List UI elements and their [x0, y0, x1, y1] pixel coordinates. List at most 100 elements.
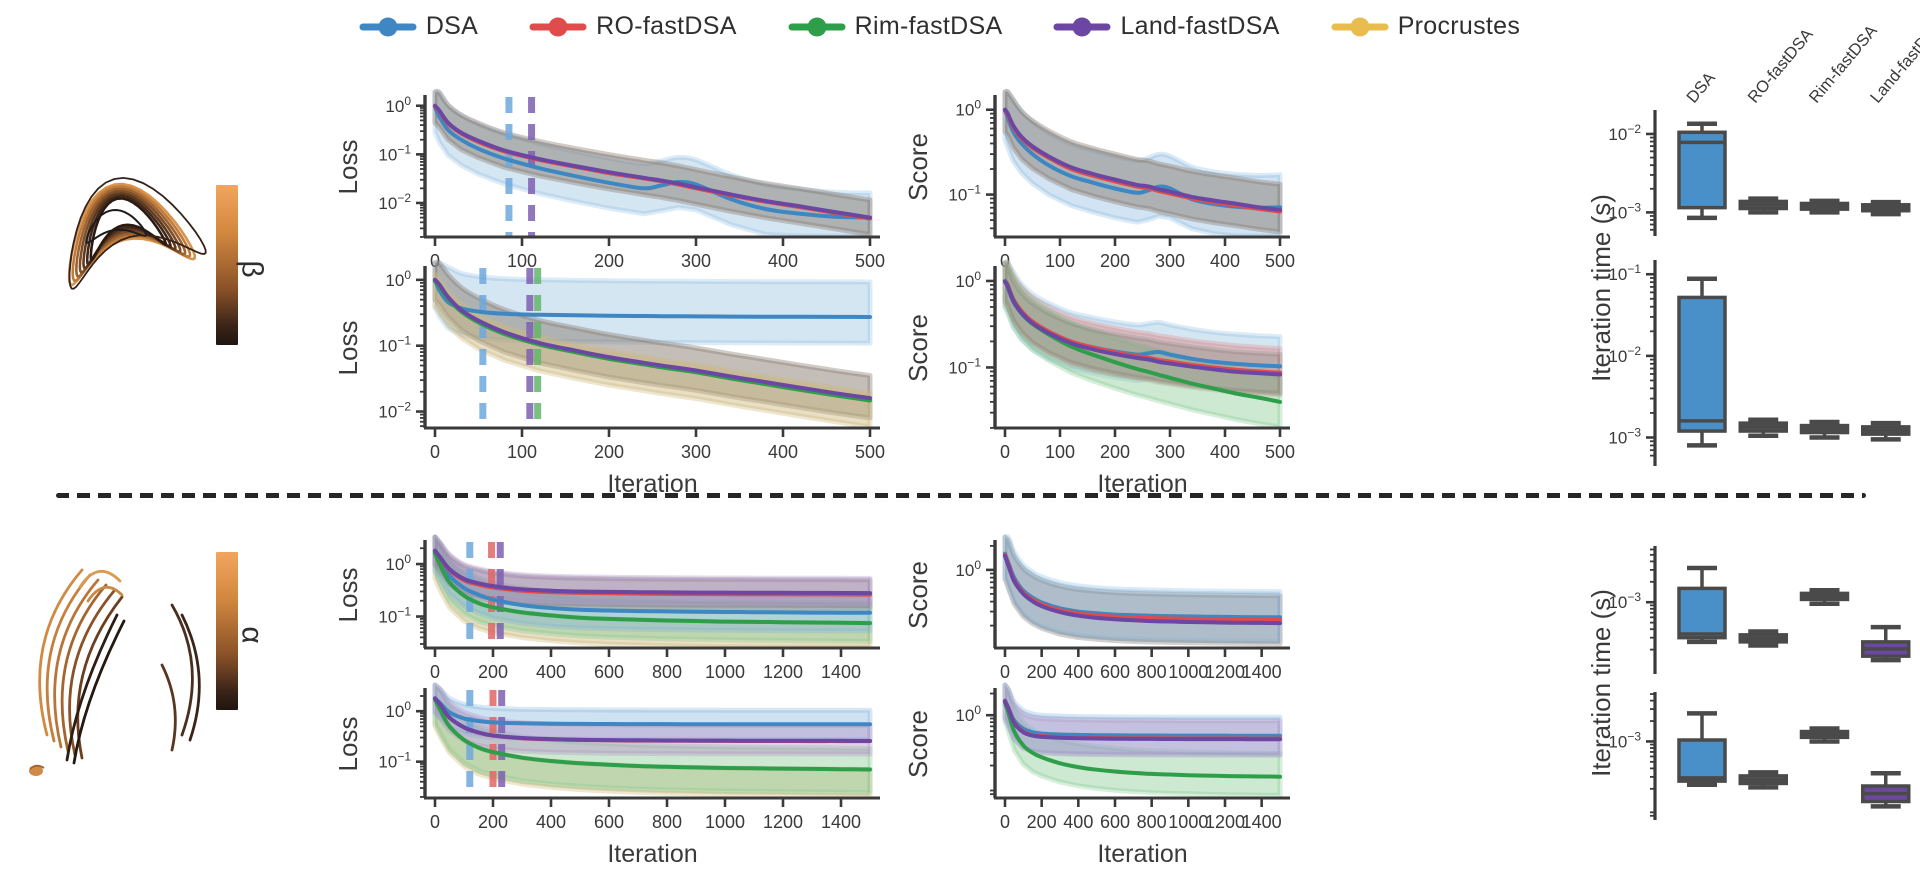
svg-text:500: 500: [855, 442, 885, 462]
legend-label: RO-fastDSA: [596, 12, 737, 40]
legend-label: DSA: [425, 12, 479, 40]
legend-item-procrustes: Procrustes: [1331, 12, 1521, 41]
plot-r2loss: 100 10−1 10−2 0 100 200 300 400 500 Iteration Loss: [333, 259, 885, 498]
alpha-attractor-plot: [29, 568, 201, 776]
legend: DSA RO-fastDSA Rim-fastDSA Land-fastDSA Proc…: [280, 12, 1600, 41]
beta-attractor-plot: [67, 176, 207, 290]
boxplot-b4: 10−3: [1608, 692, 1911, 820]
svg-text:400: 400: [536, 662, 566, 682]
boxplot-b2: 10−1 10−2 10−3: [1608, 260, 1911, 466]
svg-text:1000: 1000: [1168, 812, 1208, 832]
svg-text:0: 0: [430, 662, 440, 682]
legend-marker-icon: [529, 17, 587, 36]
svg-text:1400: 1400: [821, 662, 861, 682]
svg-text:10−3: 10−3: [1608, 426, 1641, 448]
legend-marker-icon: [359, 17, 417, 36]
svg-text:Iteration: Iteration: [607, 840, 697, 868]
svg-text:1200: 1200: [763, 662, 803, 682]
svg-text:200: 200: [1100, 251, 1130, 271]
svg-text:0: 0: [430, 812, 440, 832]
svg-text:10−2: 10−2: [378, 400, 411, 422]
svg-text:400: 400: [1210, 442, 1240, 462]
svg-text:200: 200: [1027, 812, 1057, 832]
svg-text:100: 100: [1045, 251, 1075, 271]
legend-label: Land-fastDSA: [1120, 12, 1280, 40]
svg-text:0: 0: [430, 251, 440, 271]
svg-text:400: 400: [1210, 251, 1240, 271]
svg-text:Iteration: Iteration: [607, 470, 697, 498]
svg-text:0: 0: [1000, 812, 1010, 832]
svg-text:10−2: 10−2: [1608, 122, 1641, 144]
svg-text:0: 0: [1000, 662, 1010, 682]
plot-r4score: 1000 200 400 600 800 100012001400IterationSco…: [903, 682, 1290, 868]
legend-marker-icon: [1053, 17, 1111, 36]
legend-marker-icon: [788, 17, 846, 36]
svg-text:Score: Score: [903, 133, 933, 201]
svg-text:500: 500: [1265, 251, 1295, 271]
boxplot-column-label: DSA: [1683, 69, 1719, 107]
svg-text:600: 600: [594, 662, 624, 682]
svg-text:10−2: 10−2: [378, 191, 411, 213]
plot-r3loss: 100 10−1 0 200 400 600 800 1000 1200 1400 Loss: [333, 534, 880, 682]
legend-item-land-fastdsa: Land-fastDSA: [1053, 12, 1280, 41]
alpha-colorbar: [216, 552, 238, 710]
svg-text:100: 100: [955, 269, 981, 291]
svg-text:1000: 1000: [705, 812, 745, 832]
legend-item-dsa: DSA: [359, 12, 479, 41]
svg-text:300: 300: [1155, 442, 1185, 462]
legend-item-ro-fastdsa: RO-fastDSA: [529, 12, 737, 41]
svg-text:100: 100: [507, 442, 537, 462]
svg-text:200: 200: [594, 442, 624, 462]
svg-text:Loss: Loss: [333, 717, 363, 772]
svg-text:600: 600: [594, 812, 624, 832]
boxplot-b3: 10−3: [1608, 546, 1911, 674]
plot-r2score: 100 10−1 0 100 200 300 400 500 Iteration Score: [903, 259, 1295, 498]
alpha-colorbar-label: α: [235, 626, 269, 644]
svg-text:500: 500: [1265, 442, 1295, 462]
svg-text:100: 100: [385, 552, 411, 574]
svg-text:800: 800: [1137, 662, 1167, 682]
svg-text:600: 600: [1100, 812, 1130, 832]
iteration-time-ylabel-top: Iteration time (s): [1586, 194, 1616, 382]
svg-text:800: 800: [652, 812, 682, 832]
svg-text:100: 100: [955, 558, 981, 580]
svg-text:400: 400: [768, 251, 798, 271]
svg-text:10−1: 10−1: [378, 334, 411, 356]
svg-text:200: 200: [478, 662, 508, 682]
svg-text:10−2: 10−2: [1608, 344, 1641, 366]
svg-text:10−3: 10−3: [1608, 200, 1641, 222]
svg-text:10−3: 10−3: [1608, 729, 1641, 751]
svg-text:10−1: 10−1: [378, 750, 411, 772]
svg-text:300: 300: [681, 442, 711, 462]
svg-text:Score: Score: [903, 314, 933, 382]
svg-text:100: 100: [955, 98, 981, 120]
svg-text:10−1: 10−1: [1608, 262, 1641, 284]
plot-r4loss: 100 10−1 0 200 400 600 800 1000 1200 1400 Iteratio…: [333, 682, 880, 868]
svg-text:Score: Score: [903, 561, 933, 629]
svg-text:Score: Score: [903, 710, 933, 778]
svg-text:Loss: Loss: [333, 140, 363, 195]
beta-colorbar: [216, 185, 238, 345]
svg-text:400: 400: [536, 812, 566, 832]
svg-text:0: 0: [430, 442, 440, 462]
svg-text:Iteration: Iteration: [1097, 840, 1187, 868]
svg-text:300: 300: [681, 251, 711, 271]
svg-text:400: 400: [768, 442, 798, 462]
svg-text:0: 0: [1000, 251, 1010, 271]
legend-label: Procrustes: [1397, 12, 1521, 40]
svg-text:400: 400: [1063, 662, 1093, 682]
legend-label: Rim-fastDSA: [854, 12, 1003, 40]
svg-text:1200: 1200: [763, 812, 803, 832]
svg-text:1400: 1400: [1242, 812, 1282, 832]
legend-item-rim-fastdsa: Rim-fastDSA: [788, 12, 1003, 41]
svg-text:200: 200: [594, 251, 624, 271]
svg-text:200: 200: [1100, 442, 1130, 462]
svg-text:10−1: 10−1: [378, 605, 411, 627]
svg-text:800: 800: [1137, 812, 1167, 832]
svg-text:600: 600: [1100, 662, 1130, 682]
svg-text:100: 100: [385, 94, 411, 116]
svg-text:1400: 1400: [1242, 662, 1282, 682]
svg-text:1000: 1000: [1168, 662, 1208, 682]
svg-text:10−1: 10−1: [948, 183, 981, 205]
